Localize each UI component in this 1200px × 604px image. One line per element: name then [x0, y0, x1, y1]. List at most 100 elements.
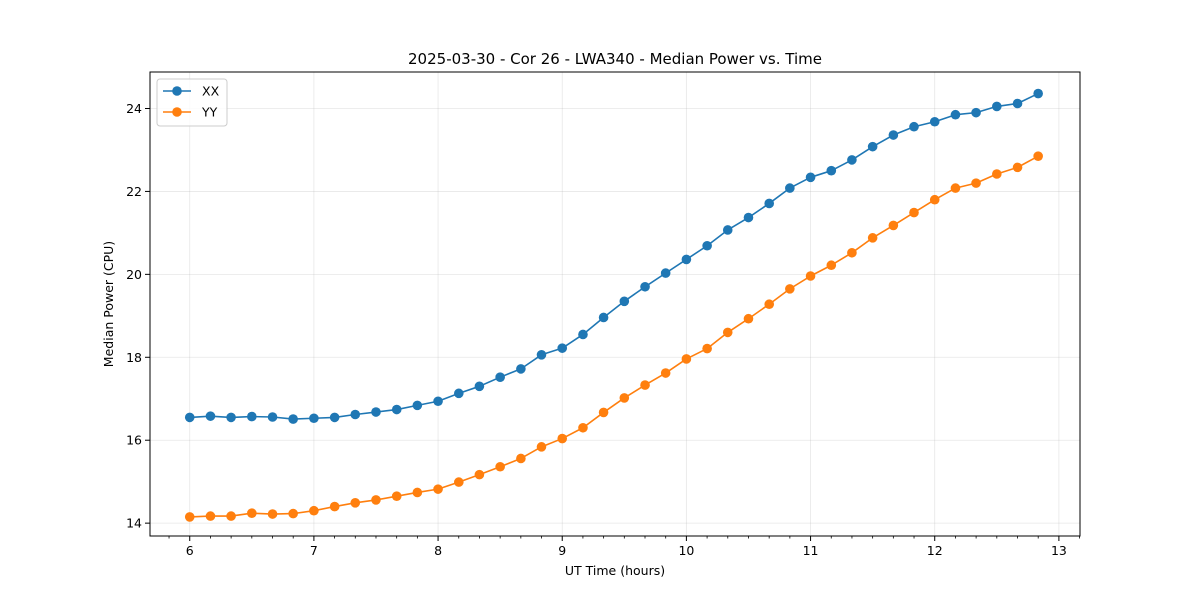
data-point-xx — [660, 268, 671, 278]
data-point-yy — [971, 178, 981, 188]
data-point-yy — [557, 433, 568, 444]
data-point-yy — [578, 422, 588, 433]
data-point-yy — [619, 393, 630, 403]
data-point-xx — [764, 198, 775, 209]
data-point-yy — [247, 508, 257, 518]
data-point-yy — [909, 207, 919, 218]
data-point-xx — [516, 364, 526, 374]
data-point-xx — [992, 101, 1002, 112]
grid-layer — [150, 72, 1080, 536]
y-tick-label: 24 — [126, 101, 142, 116]
data-point-yy — [288, 508, 298, 519]
x-tick-label: 12 — [927, 543, 943, 558]
x-tick-label: 6 — [186, 543, 194, 558]
data-point-xx — [288, 414, 298, 424]
data-point-xx — [743, 212, 754, 223]
data-point-xx — [805, 172, 816, 183]
data-point-yy — [226, 511, 236, 521]
data-point-yy — [722, 327, 733, 338]
data-point-xx — [888, 130, 899, 140]
x-tick-label: 9 — [558, 543, 566, 558]
data-point-xx — [309, 413, 319, 424]
data-point-yy — [950, 183, 961, 193]
data-point-xx — [454, 388, 464, 399]
data-point-yy — [867, 233, 878, 243]
data-point-yy — [598, 407, 609, 418]
data-point-xx — [329, 412, 340, 423]
data-point-yy — [391, 491, 402, 501]
data-point-yy — [764, 299, 775, 310]
y-tick-label: 18 — [126, 350, 142, 365]
y-axis-label: Median Power (CPU) — [101, 241, 116, 367]
data-point-xx — [971, 107, 981, 118]
data-point-xx — [247, 411, 257, 422]
legend-marker-yy — [172, 107, 182, 117]
data-point-xx — [495, 372, 505, 382]
x-tick-label: 10 — [678, 543, 694, 558]
data-point-xx — [681, 254, 692, 265]
data-point-xx — [433, 396, 443, 407]
x-tick-label: 13 — [1051, 543, 1067, 558]
data-point-yy — [805, 271, 816, 281]
data-point-xx — [785, 183, 795, 193]
data-point-yy — [350, 498, 361, 508]
data-point-xx — [412, 400, 423, 411]
data-point-xx — [598, 312, 609, 323]
legend-marker-xx — [172, 86, 182, 96]
data-point-xx — [1012, 98, 1023, 109]
data-point-xx — [950, 109, 961, 120]
x-tick-label: 8 — [434, 543, 442, 558]
data-point-yy — [847, 247, 857, 258]
data-point-xx — [371, 407, 381, 417]
y-tick-label: 14 — [126, 516, 142, 531]
data-point-yy — [992, 169, 1002, 179]
data-point-xx — [184, 412, 195, 423]
data-point-yy — [785, 284, 795, 294]
ticks-layer: 6 7 8 9 10 11 12 13 14 16 18 20 22 24 — [126, 101, 1080, 558]
data-point-xx — [391, 404, 402, 415]
data-point-xx — [1033, 88, 1043, 99]
data-point-yy — [516, 453, 526, 464]
data-point-yy — [536, 442, 547, 452]
data-point-xx — [350, 409, 361, 420]
x-tick-label: 7 — [310, 543, 318, 558]
data-point-xx — [474, 381, 485, 392]
series-line-xx — [189, 92, 1039, 420]
data-point-yy — [309, 505, 319, 516]
chart-title: 2025-03-30 - Cor 26 - LWA340 - Median Po… — [408, 50, 822, 68]
data-point-xx — [557, 343, 568, 353]
data-point-xx — [578, 329, 588, 340]
data-point-yy — [1012, 162, 1023, 173]
data-point-xx — [205, 411, 216, 421]
data-point-xx — [640, 281, 650, 292]
data-point-yy — [205, 511, 216, 521]
data-point-yy — [660, 368, 671, 378]
data-point-yy — [743, 313, 754, 324]
legend-label-xx: XX — [202, 84, 220, 99]
data-point-xx — [929, 116, 940, 127]
data-point-yy — [702, 343, 712, 354]
data-point-yy — [184, 512, 195, 522]
legend: XX YY — [156, 78, 228, 127]
data-point-xx — [536, 350, 547, 360]
data-point-xx — [867, 141, 878, 152]
plot-frame — [149, 71, 1081, 537]
data-point-yy — [329, 501, 340, 512]
data-point-xx — [722, 225, 733, 235]
y-tick-label: 22 — [126, 184, 142, 199]
legend-label-yy: YY — [201, 105, 218, 120]
series-layer — [184, 88, 1043, 522]
data-point-yy — [454, 477, 464, 487]
data-point-yy — [412, 487, 423, 498]
data-point-yy — [681, 354, 692, 364]
data-point-yy — [371, 495, 381, 505]
data-point-yy — [495, 461, 505, 472]
data-point-yy — [826, 260, 837, 271]
data-point-yy — [640, 380, 650, 390]
y-tick-label: 16 — [126, 433, 142, 448]
data-point-xx — [702, 240, 712, 251]
x-tick-label: 11 — [803, 543, 819, 558]
data-point-yy — [1033, 151, 1043, 161]
data-point-xx — [619, 296, 630, 307]
